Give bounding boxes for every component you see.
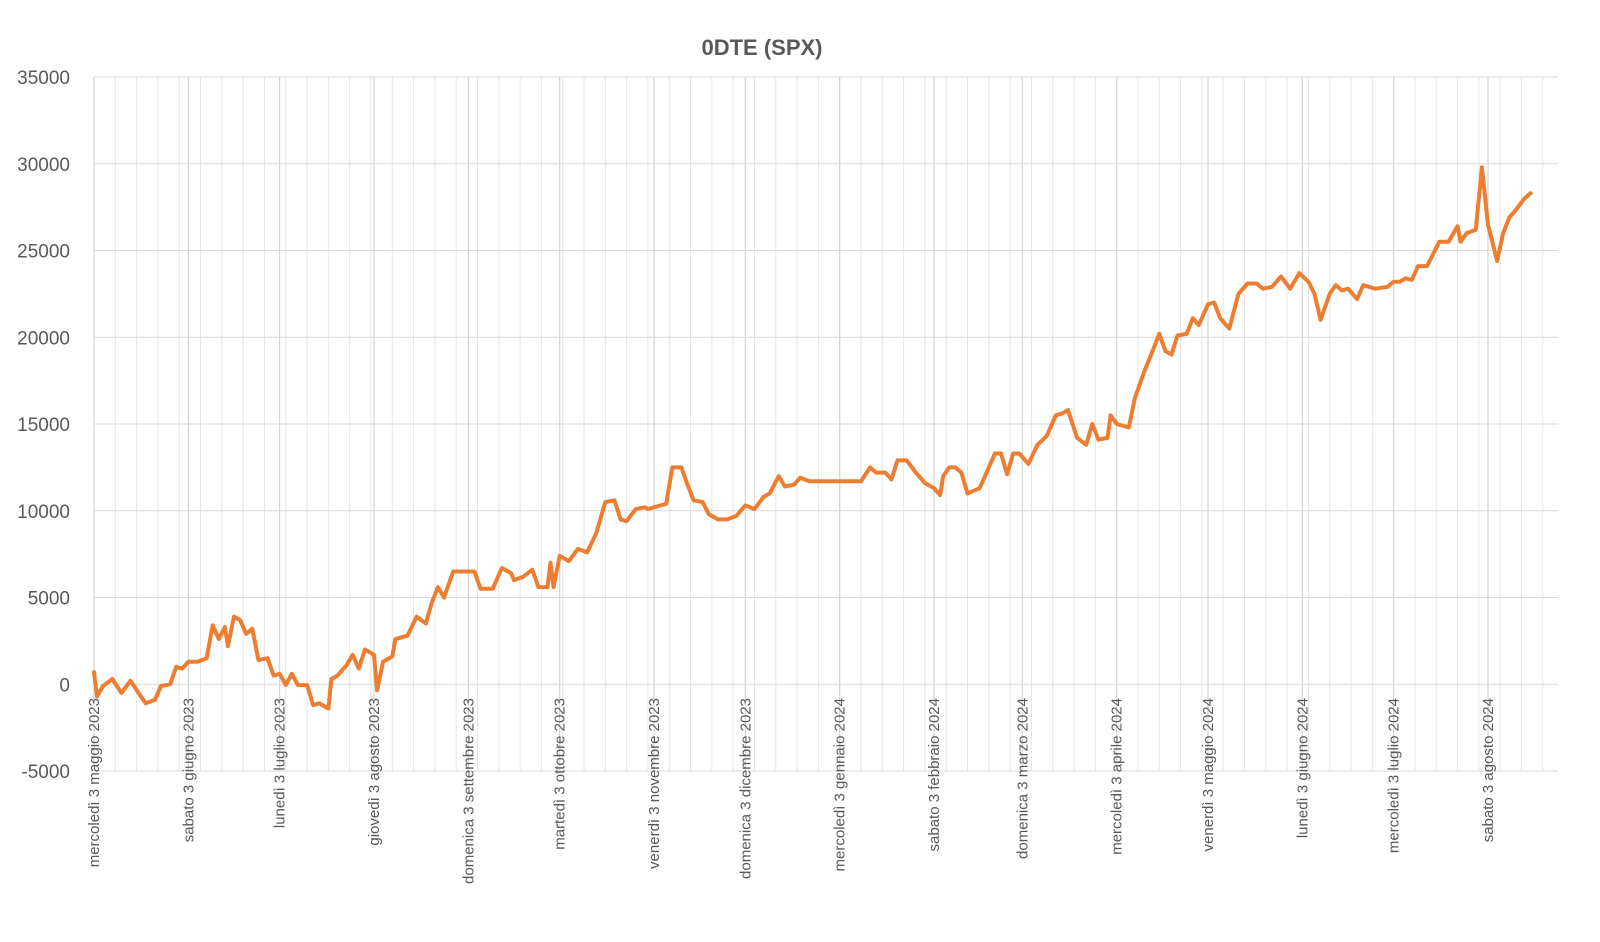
y-tick-label: 20000 [17, 328, 70, 349]
y-axis-tick-labels: 35000 30000 25000 20000 15000 10000 5000 0 -5000 [17, 68, 70, 783]
x-tick-label: lunedì 3 giugno 2024 [1294, 698, 1311, 838]
horizontal-gridlines [94, 76, 1558, 772]
x-tick-label: venerdì 3 maggio 2024 [1200, 698, 1217, 851]
x-tick-label: domenica 3 dicembre 2023 [737, 698, 754, 879]
x-tick-label: mercoledì 3 aprile 2024 [1109, 698, 1126, 855]
x-tick-label: mercoledì 3 gennaio 2024 [832, 698, 849, 871]
x-tick-label: sabato 3 agosto 2024 [1480, 698, 1497, 842]
x-axis-tick-labels: mercoledì 3 maggio 2023 sabato 3 giugno 2… [86, 698, 1497, 884]
series-line [92, 165, 1533, 711]
x-tick-label: sabato 3 giugno 2023 [180, 698, 197, 842]
x-tick-label: sabato 3 febbraio 2024 [926, 698, 943, 851]
y-tick-label: 5000 [28, 589, 70, 610]
x-tick-label: mercoledì 3 luglio 2024 [1386, 698, 1403, 853]
y-tick-label: 35000 [17, 68, 70, 89]
x-tick-label: mercoledì 3 maggio 2023 [86, 698, 103, 867]
x-tick-label: martedì 3 ottobre 2023 [552, 698, 569, 850]
chart-title: 0DTE (SPX) [701, 35, 822, 60]
x-tick-label: domenica 3 settembre 2023 [460, 698, 477, 884]
y-tick-label: 10000 [17, 502, 70, 523]
y-tick-label: 30000 [17, 155, 70, 176]
y-tick-label: 15000 [17, 415, 70, 436]
x-tick-label: venerdì 3 novembre 2023 [646, 698, 663, 869]
series-layer [92, 165, 1533, 711]
x-tick-label: giovedì 3 agosto 2023 [366, 698, 383, 846]
y-tick-label: -5000 [21, 762, 70, 783]
x-tick-label: lunedì 3 luglio 2023 [272, 698, 289, 828]
x-tick-label: domenica 3 marzo 2024 [1014, 698, 1031, 859]
y-tick-label: 25000 [17, 242, 70, 263]
y-tick-label: 0 [59, 675, 70, 696]
